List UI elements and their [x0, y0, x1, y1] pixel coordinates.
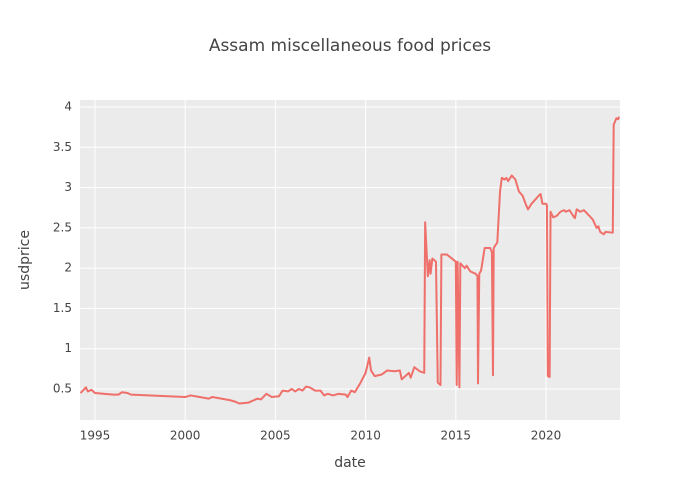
y-tick-label: 3.5	[53, 140, 72, 154]
y-tick-label: 2.5	[53, 220, 72, 234]
x-tick-label: 2000	[170, 429, 201, 443]
y-tick-label: 1.5	[53, 301, 72, 315]
x-axis-title: date	[334, 455, 366, 471]
chart-title: Assam miscellaneous food prices	[209, 36, 491, 56]
y-axis-title: usdprice	[17, 230, 33, 290]
data-line	[79, 116, 621, 405]
y-tick-label: 2	[64, 261, 72, 275]
x-tick-label: 2005	[260, 429, 291, 443]
y-tick-label: 1	[64, 341, 72, 355]
y-tick-label: 0.5	[53, 381, 72, 395]
x-tick-label: 1995	[80, 429, 111, 443]
x-tick-label: 2015	[441, 429, 472, 443]
y-tick-label: 4	[64, 100, 72, 114]
x-tick-label: 2010	[350, 429, 381, 443]
plot-background	[80, 100, 620, 420]
y-tick-label: 3	[64, 180, 72, 194]
x-tick-label: 2020	[531, 429, 562, 443]
